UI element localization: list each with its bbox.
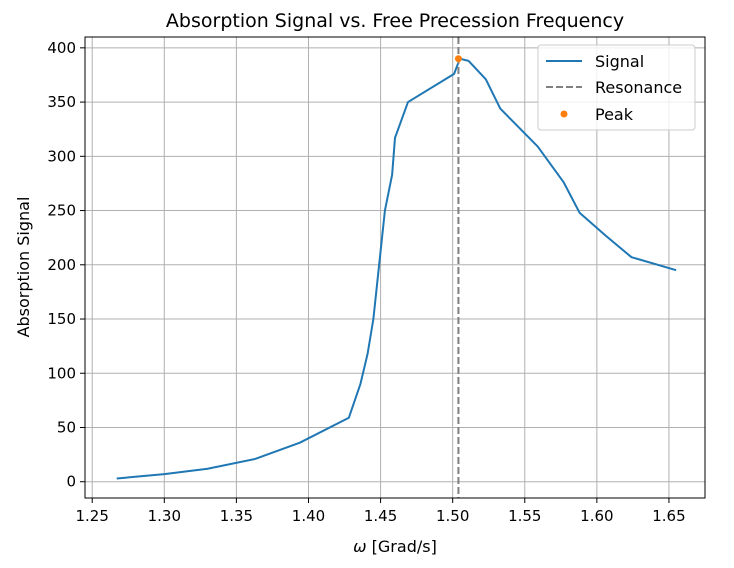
x-tick-label: 1.55	[508, 507, 541, 525]
legend-signal-label: Signal	[595, 52, 644, 71]
x-tick-label: 1.40	[292, 507, 325, 525]
x-tick-label: 1.45	[364, 507, 397, 525]
x-axis-label-symbol: ω	[353, 537, 366, 556]
y-tick-label: 400	[47, 39, 76, 57]
y-axis-label: Absorption Signal	[14, 197, 33, 338]
plot-area	[116, 37, 677, 498]
y-tick-label: 100	[47, 364, 76, 382]
legend-peak-marker	[560, 110, 568, 118]
y-tick-label: 300	[47, 147, 76, 165]
y-tick-label: 0	[66, 473, 76, 491]
x-tick-label: 1.35	[220, 507, 253, 525]
y-tick-label: 250	[47, 202, 76, 220]
signal-series-line	[116, 57, 677, 480]
y-tick-label: 200	[47, 256, 76, 274]
legend-resonance-label: Resonance	[595, 78, 682, 97]
x-tick-label: 1.50	[436, 507, 469, 525]
legend-peak-label: Peak	[595, 105, 634, 124]
axis-ticks: 1.25 1.30 1.35 1.40 1.45 1.50 1.55 1.60 1.65 0 50 1…	[47, 39, 685, 525]
peak-marker	[454, 55, 462, 63]
x-axis-label-unit: [Grad/s]	[367, 537, 437, 556]
grid	[85, 37, 705, 498]
legend-box	[537, 44, 696, 131]
x-axis-label: ω [Grad/s]	[353, 537, 437, 556]
x-tick-label: 1.25	[76, 507, 109, 525]
axes-frame	[84, 36, 706, 499]
x-tick-label: 1.30	[148, 507, 181, 525]
y-tick-label: 150	[47, 310, 76, 328]
x-tick-label: 1.60	[580, 507, 613, 525]
chart-title: Absorption Signal vs. Free Precession Fr…	[166, 10, 624, 32]
x-tick-label: 1.65	[652, 507, 685, 525]
y-tick-label: 50	[57, 418, 76, 436]
legend: Signal Resonance Peak	[537, 44, 696, 131]
y-tick-label: 350	[47, 93, 76, 111]
